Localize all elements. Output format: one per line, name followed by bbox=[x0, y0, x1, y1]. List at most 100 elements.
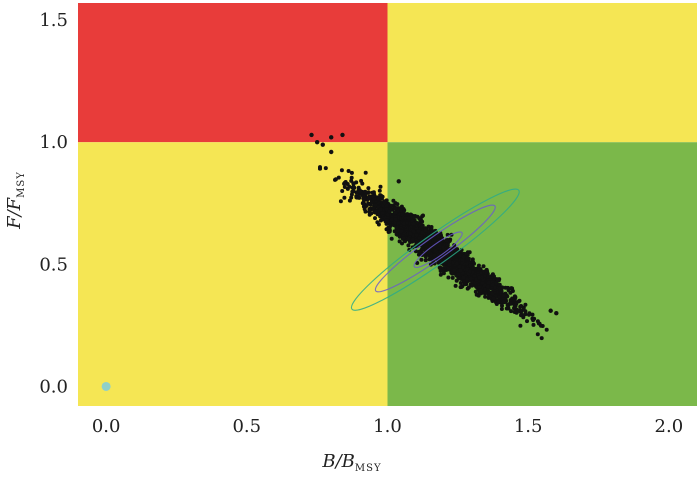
data-point bbox=[414, 233, 419, 238]
data-point bbox=[443, 259, 448, 264]
data-point bbox=[401, 236, 406, 241]
data-point bbox=[391, 223, 396, 227]
data-point bbox=[505, 285, 510, 290]
data-point bbox=[340, 189, 345, 193]
data-point bbox=[490, 282, 495, 287]
data-point bbox=[420, 223, 425, 228]
data-point bbox=[476, 263, 481, 268]
data-point bbox=[469, 276, 473, 281]
contour-inner bbox=[413, 231, 463, 268]
data-point bbox=[539, 336, 544, 341]
x-tick-label: 0.5 bbox=[232, 416, 261, 437]
data-point bbox=[367, 207, 372, 212]
data-point bbox=[404, 221, 409, 225]
data-point bbox=[340, 132, 345, 138]
data-point bbox=[406, 216, 411, 221]
data-point bbox=[417, 216, 422, 221]
data-point bbox=[378, 184, 383, 189]
data-point bbox=[329, 149, 334, 155]
data-point bbox=[477, 266, 481, 271]
data-point bbox=[389, 236, 394, 241]
x-axis-label: B/BMSY bbox=[321, 451, 381, 474]
data-point bbox=[445, 253, 450, 258]
data-point bbox=[461, 254, 466, 259]
data-point bbox=[426, 250, 431, 255]
data-point bbox=[400, 212, 405, 217]
data-point bbox=[421, 213, 425, 218]
data-point bbox=[357, 195, 362, 200]
data-point bbox=[471, 266, 476, 270]
data-point bbox=[333, 177, 338, 182]
data-point bbox=[455, 250, 460, 255]
data-point bbox=[539, 323, 543, 328]
data-point bbox=[510, 296, 515, 301]
data-point bbox=[427, 242, 432, 247]
data-point bbox=[512, 306, 516, 311]
data-point bbox=[506, 306, 511, 311]
data-point bbox=[342, 195, 347, 200]
data-point bbox=[429, 227, 434, 232]
data-point bbox=[496, 299, 501, 304]
data-point bbox=[512, 309, 517, 314]
data-point bbox=[377, 188, 382, 193]
data-point bbox=[458, 268, 463, 273]
data-point bbox=[454, 261, 459, 266]
data-point bbox=[384, 218, 389, 223]
y-tick-label: 0.5 bbox=[39, 254, 68, 275]
data-point bbox=[544, 327, 549, 332]
data-point bbox=[460, 265, 465, 270]
data-point bbox=[525, 319, 529, 324]
data-point bbox=[387, 209, 392, 214]
data-point bbox=[531, 322, 536, 327]
data-point bbox=[366, 190, 371, 195]
data-point bbox=[478, 288, 483, 293]
quadrant-layer bbox=[78, 3, 697, 406]
data-point bbox=[445, 243, 450, 247]
data-point bbox=[371, 190, 376, 195]
data-point bbox=[361, 194, 366, 199]
data-point bbox=[497, 282, 502, 287]
data-point bbox=[446, 275, 451, 280]
data-point bbox=[509, 309, 513, 314]
data-point bbox=[346, 169, 351, 173]
data-point bbox=[450, 271, 455, 276]
data-point bbox=[456, 272, 461, 277]
data-point bbox=[519, 304, 524, 308]
data-point bbox=[530, 312, 535, 317]
data-point bbox=[500, 303, 504, 308]
data-point bbox=[362, 207, 367, 212]
data-point bbox=[347, 198, 352, 203]
data-point bbox=[484, 270, 489, 275]
data-point bbox=[458, 285, 463, 290]
data-point bbox=[349, 170, 354, 175]
quadrant-healthy-no-overfishing bbox=[387, 142, 697, 406]
data-point bbox=[438, 269, 443, 273]
data-point bbox=[465, 256, 470, 261]
data-point bbox=[363, 189, 368, 194]
data-point bbox=[460, 271, 465, 275]
y-axis-label: F/FMSY bbox=[4, 171, 27, 230]
data-point bbox=[483, 287, 487, 292]
data-point bbox=[474, 292, 479, 297]
data-point bbox=[470, 283, 474, 288]
data-point bbox=[499, 289, 504, 294]
data-point bbox=[437, 265, 442, 270]
data-point bbox=[437, 243, 442, 248]
data-point bbox=[480, 281, 485, 285]
data-point bbox=[396, 221, 401, 225]
data-point bbox=[403, 216, 408, 221]
data-point bbox=[450, 275, 455, 280]
data-point bbox=[367, 195, 372, 200]
x-tick-label: 1.0 bbox=[373, 416, 402, 437]
data-point bbox=[420, 230, 425, 235]
data-point bbox=[351, 181, 356, 186]
data-point bbox=[371, 206, 376, 211]
data-point bbox=[387, 226, 392, 230]
data-point bbox=[486, 274, 491, 279]
data-point bbox=[447, 262, 452, 267]
data-point bbox=[508, 301, 513, 306]
data-point bbox=[472, 274, 476, 278]
data-point bbox=[495, 277, 500, 282]
data-point bbox=[417, 249, 422, 254]
